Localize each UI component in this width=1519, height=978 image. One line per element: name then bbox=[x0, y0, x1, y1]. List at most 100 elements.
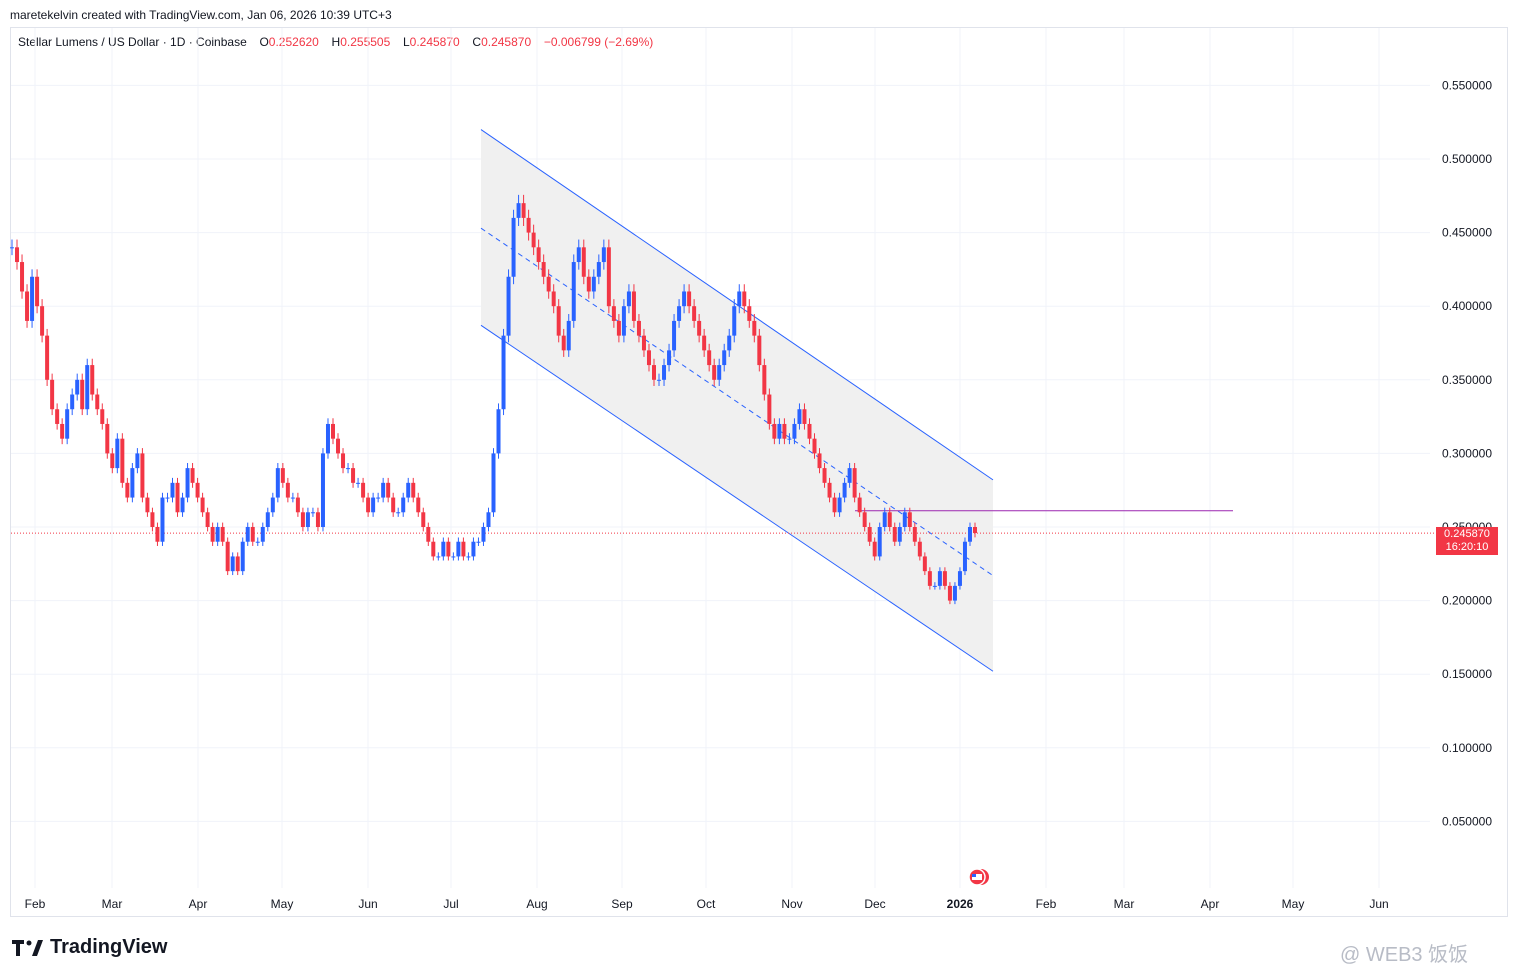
candle-body bbox=[175, 482, 180, 513]
candle-body bbox=[862, 512, 867, 527]
x-tick-label: Jul bbox=[443, 897, 458, 911]
candle-body bbox=[631, 291, 636, 321]
symbol-title[interactable]: Stellar Lumens / US Dollar · 1D · Coinba… bbox=[18, 35, 247, 49]
candle-body bbox=[732, 306, 737, 336]
candle-body bbox=[436, 556, 441, 558]
candle-body bbox=[285, 482, 290, 498]
candle-body bbox=[867, 527, 872, 542]
candle-body bbox=[341, 453, 346, 469]
candle-body bbox=[501, 335, 506, 410]
candle-body bbox=[842, 482, 847, 498]
candle-body bbox=[95, 394, 100, 410]
candle-body bbox=[300, 512, 305, 527]
channel-fill bbox=[481, 129, 993, 672]
candle-body bbox=[10, 247, 14, 249]
candle-body bbox=[702, 335, 707, 351]
candle-body bbox=[20, 262, 25, 292]
candle-body bbox=[361, 482, 366, 498]
candle-body bbox=[932, 585, 937, 587]
y-tick-label: 0.350000 bbox=[1442, 373, 1492, 387]
y-tick-label: 0.150000 bbox=[1442, 667, 1492, 681]
x-tick-label: Aug bbox=[526, 897, 547, 911]
candle-body bbox=[125, 482, 130, 498]
candle-body bbox=[320, 453, 325, 527]
candle-body bbox=[120, 438, 125, 483]
candle-body bbox=[787, 438, 792, 440]
candle-body bbox=[381, 482, 386, 498]
candle-body bbox=[481, 527, 486, 542]
candle-body bbox=[561, 335, 566, 351]
y-tick-label: 0.300000 bbox=[1442, 446, 1492, 460]
candle-body bbox=[606, 247, 611, 307]
candle-body bbox=[516, 203, 521, 218]
candle-body bbox=[747, 306, 752, 321]
candle-body bbox=[351, 468, 356, 483]
candle-body bbox=[621, 306, 626, 336]
x-tick-label: Sep bbox=[611, 897, 633, 911]
candle-body bbox=[50, 379, 55, 410]
candle-body bbox=[581, 247, 586, 277]
candle-body bbox=[45, 335, 50, 380]
change-value: −0.006799 (−2.69%) bbox=[543, 35, 654, 49]
candle-body bbox=[391, 497, 396, 513]
low-label: L bbox=[402, 35, 410, 49]
y-tick-label: 0.400000 bbox=[1442, 299, 1492, 313]
x-tick-label: Feb bbox=[1036, 897, 1057, 911]
candle-body bbox=[767, 394, 772, 424]
candle-body bbox=[892, 527, 897, 542]
candle-body bbox=[546, 276, 551, 292]
candle-body bbox=[907, 512, 912, 527]
candle-body bbox=[762, 365, 767, 395]
candle-body bbox=[641, 335, 646, 351]
tradingview-mark-icon bbox=[12, 938, 44, 958]
chart-attribution: maretekelvin created with TradingView.co… bbox=[10, 8, 392, 22]
candle-body bbox=[336, 438, 341, 454]
candle-body bbox=[566, 320, 571, 351]
candle-body bbox=[105, 423, 110, 454]
x-tick-label: Apr bbox=[1201, 897, 1220, 911]
x-tick-label: Feb bbox=[25, 897, 46, 911]
candle-body bbox=[556, 306, 561, 336]
candle-body bbox=[882, 512, 887, 527]
candle-body bbox=[115, 438, 120, 469]
tradingview-brand: TradingView bbox=[50, 936, 168, 958]
chart-frame bbox=[10, 27, 1508, 917]
candle-body bbox=[807, 423, 812, 439]
candle-body bbox=[466, 556, 471, 558]
candle-body bbox=[331, 423, 335, 439]
candle-body bbox=[526, 217, 531, 233]
candle-body bbox=[25, 291, 30, 321]
candle-body bbox=[260, 527, 265, 542]
candle-body bbox=[872, 541, 877, 557]
candle-body bbox=[596, 262, 601, 277]
candle-body bbox=[90, 365, 95, 395]
tradingview-logo[interactable]: TradingView bbox=[12, 936, 167, 959]
candle-body bbox=[30, 276, 35, 321]
candle-body bbox=[346, 468, 351, 470]
candle-body bbox=[356, 482, 361, 484]
candle-body bbox=[290, 497, 295, 499]
candle-body bbox=[802, 409, 807, 424]
candle-body bbox=[511, 217, 516, 277]
candle-body bbox=[245, 527, 250, 542]
high-value: 0.255505 bbox=[340, 35, 391, 49]
x-tick-label: Jun bbox=[358, 897, 377, 911]
candle-body bbox=[310, 512, 315, 514]
candle-body bbox=[897, 527, 902, 542]
candle-body bbox=[170, 482, 175, 498]
x-tick-label: May bbox=[1282, 897, 1305, 911]
candle-body bbox=[586, 276, 591, 292]
candle-body bbox=[902, 512, 907, 527]
last-price-badge: 0.245870 16:20:10 bbox=[1436, 527, 1498, 555]
candle-body bbox=[40, 306, 45, 336]
candle-body bbox=[601, 247, 606, 263]
candle-body bbox=[952, 585, 957, 601]
candle-body bbox=[657, 379, 662, 381]
candle-body bbox=[832, 497, 837, 513]
candle-body bbox=[777, 423, 782, 439]
candle-body bbox=[426, 527, 431, 542]
candle-body bbox=[742, 291, 747, 307]
candle-body bbox=[752, 320, 757, 336]
events-flag-icon[interactable] bbox=[965, 867, 993, 887]
